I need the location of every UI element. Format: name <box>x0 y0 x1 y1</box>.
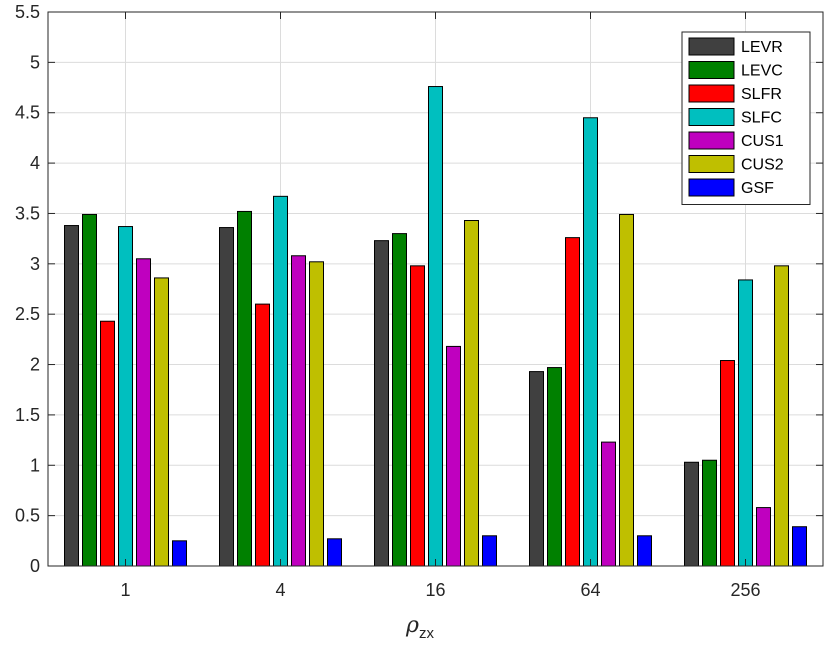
bar-slfc-16 <box>428 86 443 567</box>
y-tick-label: 1.5 <box>15 405 40 425</box>
bar-slfr-4 <box>255 303 270 567</box>
bar-levr-64 <box>529 371 544 567</box>
bar-levr-4 <box>219 227 234 567</box>
bar-cus2-4 <box>309 261 324 567</box>
bar-cus1-64 <box>601 441 616 567</box>
bar-cus1-1 <box>136 258 151 567</box>
bar-levc-4 <box>237 210 252 567</box>
bar-levc-16 <box>392 233 407 567</box>
bar-gsf-1 <box>172 540 187 567</box>
bar-cus2-16 <box>464 220 479 567</box>
legend-label-cus1: CUS1 <box>741 133 784 150</box>
bar-cus1-256 <box>756 507 771 567</box>
bar-cus2-256 <box>774 265 789 567</box>
legend-swatch-cus1 <box>688 131 735 150</box>
x-tick-label: 256 <box>730 580 760 600</box>
bar-gsf-64 <box>637 535 652 567</box>
y-tick-label: 5.5 <box>15 2 40 22</box>
bar-slfr-64 <box>565 237 580 567</box>
x-tick-label: 16 <box>425 580 445 600</box>
x-axis-label-symbol: ρ <box>405 613 419 638</box>
bar-gsf-16 <box>482 535 497 567</box>
x-axis-label-subscript: zx <box>419 625 435 642</box>
x-tick-label: 1 <box>120 580 130 600</box>
bar-levr-1 <box>64 225 79 567</box>
bar-slfr-256 <box>720 360 735 567</box>
bar-slfr-16 <box>410 265 425 567</box>
y-tick-label: 0 <box>30 556 40 576</box>
bar-cus1-16 <box>446 345 461 567</box>
y-tick-label: 4 <box>30 153 40 173</box>
y-axis-ticks: 0 0.5 1 1.5 2 2.5 3 3.5 4 4.5 5 5.5 <box>15 2 823 576</box>
x-tick-label: 4 <box>275 580 285 600</box>
bar-levc-1 <box>82 213 97 567</box>
legend-label-levc: LEVC <box>741 63 783 80</box>
bar-levr-256 <box>684 461 699 567</box>
legend-swatch-slfr <box>688 84 735 103</box>
bar-levc-64 <box>547 367 562 567</box>
legend-label-gsf: GSF <box>741 180 774 197</box>
y-tick-label: 2 <box>30 355 40 375</box>
y-tick-label: 0.5 <box>15 506 40 526</box>
bar-slfc-64 <box>583 117 598 567</box>
bar-slfc-1 <box>118 226 133 567</box>
legend-swatch-gsf <box>688 178 735 197</box>
legend-label-slfr: SLFR <box>741 86 782 103</box>
bar-slfc-4 <box>273 195 288 567</box>
legend-swatch-slfc <box>688 108 735 126</box>
y-tick-label: 3 <box>30 254 40 274</box>
bar-gsf-256 <box>792 526 807 567</box>
bar-cus2-1 <box>154 277 169 567</box>
x-tick-label: 64 <box>580 580 600 600</box>
bar-levr-16 <box>374 240 389 567</box>
x-axis-ticks: 1 4 16 64 256 <box>120 12 761 600</box>
legend: LEVR LEVC SLFR SLFC CUS1 CUS2 GSF <box>681 31 811 205</box>
legend-label-levr: LEVR <box>741 39 783 56</box>
legend-swatch-levr <box>688 37 735 56</box>
bar-slfr-1 <box>100 320 115 567</box>
x-axis-label: ρzx <box>405 613 434 642</box>
legend-swatch-cus2 <box>688 155 735 173</box>
legend-swatch-levc <box>688 61 735 79</box>
bar-cus1-4 <box>291 255 306 567</box>
y-tick-label: 1 <box>30 455 40 475</box>
bar-levc-256 <box>702 459 717 567</box>
y-tick-label: 2.5 <box>15 304 40 324</box>
y-tick-label: 3.5 <box>15 203 40 223</box>
bar-gsf-4 <box>327 538 342 567</box>
legend-label-slfc: SLFC <box>741 110 782 127</box>
legend-label-cus2: CUS2 <box>741 157 784 174</box>
y-tick-label: 5 <box>30 52 40 72</box>
y-tick-label: 4.5 <box>15 103 40 123</box>
bar-cus2-64 <box>619 213 634 567</box>
bar-slfc-256 <box>738 279 753 567</box>
